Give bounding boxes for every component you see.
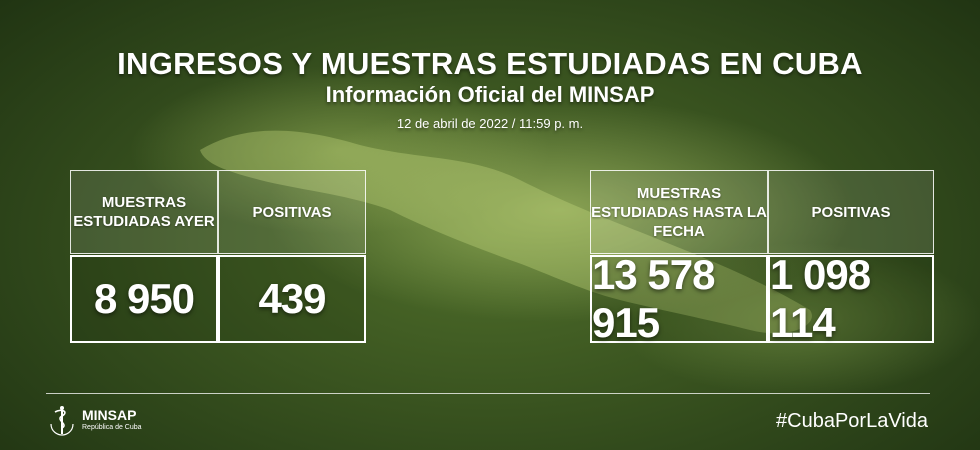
daily-positives-label: POSITIVAS	[218, 170, 366, 254]
logo-subtitle: República de Cuba	[82, 424, 142, 431]
minsap-logo: MINSAP República de Cuba	[48, 404, 142, 436]
footer-divider	[46, 393, 930, 394]
cuba-map-silhouette	[200, 130, 812, 334]
main-title: INGRESOS Y MUESTRAS ESTUDIADAS EN CUBA	[117, 46, 863, 81]
cumulative-stats-panel: MUESTRAS ESTUDIADAS HASTA LA FECHA POSIT…	[590, 170, 934, 346]
cumulative-samples-value: 13 578 915	[590, 251, 768, 346]
hashtag: #CubaPorLaVida	[776, 410, 928, 432]
cumulative-samples-label: MUESTRAS ESTUDIADAS HASTA LA FECHA	[590, 170, 768, 254]
subtitle: Información Oficial del MINSAP	[325, 82, 655, 107]
daily-samples-value: 8 950	[70, 255, 218, 343]
report-date: 12 de abril de 2022 / 11:59 p. m.	[396, 116, 584, 131]
daily-positives-value: 439	[218, 255, 366, 343]
cumulative-positives-label: POSITIVAS	[768, 170, 934, 254]
cumulative-positives-value: 1 098 114	[768, 251, 934, 346]
daily-samples-label: MUESTRAS ESTUDIADAS AYER	[70, 170, 218, 254]
daily-stats-panel: MUESTRAS ESTUDIADAS AYER POSITIVAS 8 950…	[70, 170, 366, 343]
caduceus-icon	[50, 406, 74, 436]
logo-name: MINSAP	[82, 407, 137, 423]
